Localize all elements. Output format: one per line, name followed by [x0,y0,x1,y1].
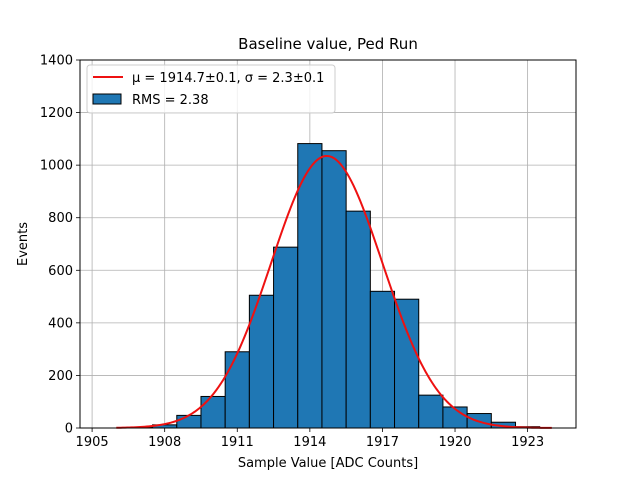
x-tick-label: 1914 [293,435,326,450]
gaussian-fit-curve [116,154,552,429]
legend-histogram-swatch [92,93,122,105]
plot-frame [79,59,577,429]
legend-histogram-label: RMS = 2.38 [132,93,209,108]
x-tick-label: 1908 [148,435,181,450]
histogram-bar [273,246,299,429]
histogram-bar [345,210,371,429]
y-tick-label: 200 [48,369,73,384]
histogram-bars [127,143,541,429]
x-axis-ticks: 1905 1908 1911 1914 1917 1920 1923 [76,428,544,450]
histogram-bar [297,143,323,429]
histogram-bar [224,351,250,429]
y-axis-ticks: 0 200 400 600 800 1000 1200 1400 [40,54,80,437]
histogram-bar [321,150,347,429]
y-tick-label: 400 [48,316,73,331]
histogram-bar [200,395,226,429]
x-tick-label: 1923 [511,435,544,450]
x-tick-label: 1920 [438,435,471,450]
legend: μ = 1914.7±0.1, σ = 2.3±0.1 RMS = 2.38 [86,64,336,114]
x-axis-label: Sample Value [ADC Counts] [238,456,418,471]
legend-fit-label: μ = 1914.7±0.1, σ = 2.3±0.1 [132,71,324,86]
y-tick-label: 1400 [40,54,73,69]
x-tick-label: 1911 [221,435,254,450]
y-tick-label: 1000 [40,159,73,174]
y-tick-label: 1200 [40,106,73,121]
histogram-bar [369,290,396,429]
histogram-bar [418,394,444,429]
y-tick-label: 0 [65,422,73,437]
histogram-bar [394,298,420,429]
legend-box [86,64,336,114]
y-tick-label: 600 [48,264,73,279]
chart-title: Baseline value, Ped Run [238,35,418,53]
y-tick-label: 800 [48,211,73,226]
histogram-bar [176,414,202,429]
x-tick-label: 1905 [76,435,109,450]
y-axis-label: Events [16,222,31,266]
x-tick-label: 1917 [366,435,399,450]
